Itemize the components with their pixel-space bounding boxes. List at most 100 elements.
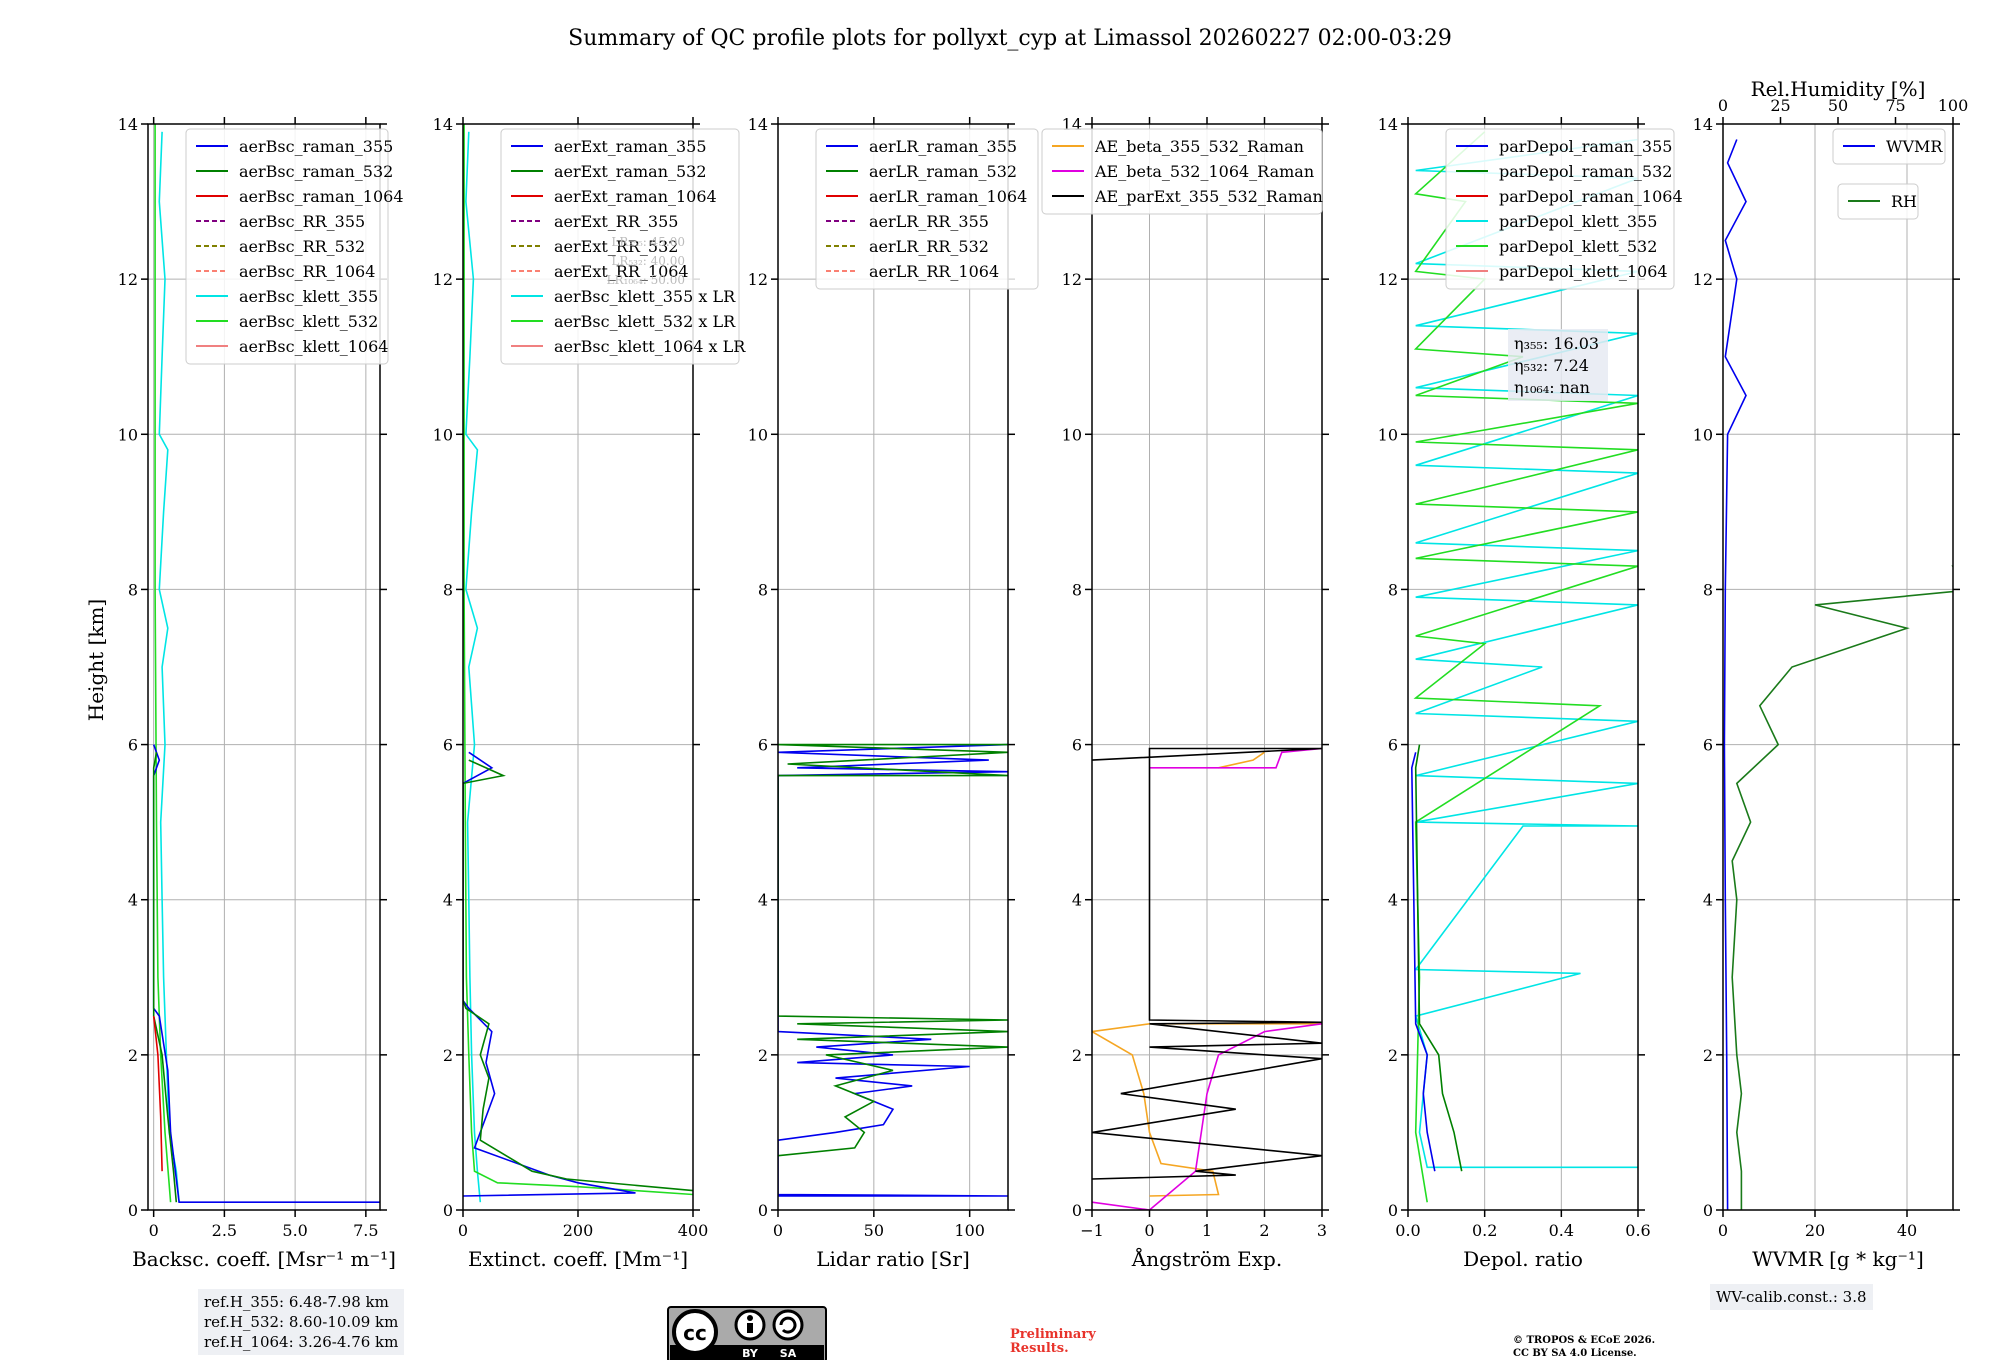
axes-frame <box>147 123 381 1211</box>
legend: AE_beta_355_532_Raman AE_beta_532_1064_Ra… <box>1041 128 1323 215</box>
y-tick-label: 8 <box>1072 580 1082 599</box>
legend-rh: RH <box>1837 183 1919 220</box>
y-tick-label: 4 <box>443 891 453 910</box>
legend-label: aerExt_raman_532 <box>554 162 707 181</box>
y-tick-label: 6 <box>443 736 453 755</box>
legend-label: AE_beta_532_1064_Raman <box>1094 162 1314 181</box>
preliminary-line-2: Results. <box>1010 1341 1069 1356</box>
series-line-aerext-raman-355 <box>463 751 636 1197</box>
series-line-pardepol-raman-355 <box>1410 752 1436 1172</box>
ref-height-532: ref.H_532: 8.60-10.09 km <box>204 1313 399 1331</box>
legend-label: aerLR_RR_1064 <box>869 262 999 281</box>
x-tick-label: 40 <box>1897 1221 1917 1240</box>
legend-label: aerLR_RR_355 <box>869 212 989 231</box>
legend-label: aerBsc_klett_1064 x LR <box>554 337 746 356</box>
legend: aerExt_raman_355 aerExt_raman_532 aerExt_r… <box>500 128 746 365</box>
series-line-rh <box>1731 565 1953 1210</box>
legend-label: aerBsc_klett_355 x LR <box>554 287 736 306</box>
legend-label: aerBsc_klett_355 <box>239 287 378 306</box>
legend: aerBsc_raman_355 aerBsc_raman_532 aerBsc_r… <box>185 128 404 365</box>
legend-label: aerExt_raman_1064 <box>554 187 717 206</box>
panel-1: 0 2 4 6 8 10 12 14 0 2.5 5.0 7.5 Backsc. coeff. [Msr… <box>118 115 404 1271</box>
x-axis-label: Ångström Exp. <box>1131 1246 1282 1271</box>
y-tick-label: 8 <box>758 580 768 599</box>
y-tick-label: 2 <box>758 1046 768 1065</box>
x-tick-label: 2 <box>1259 1221 1269 1240</box>
x-tick-label: 0 <box>149 1221 159 1240</box>
legend-box <box>1445 128 1675 290</box>
legend-label: aerLR_RR_532 <box>869 237 989 256</box>
y-tick-label: 0 <box>1072 1201 1082 1220</box>
x-tick-label: 0.0 <box>1395 1221 1420 1240</box>
figure-title: Summary of QC profile plots for pollyxt_… <box>568 26 1452 51</box>
x-tick-label: 3 <box>1317 1221 1327 1240</box>
y-tick-label: 10 <box>118 425 138 444</box>
cc-sa-text: SA <box>780 1347 797 1360</box>
series-line-aerbsc-klett-532-x-lr <box>463 124 693 1196</box>
legend-label: aerLR_raman_1064 <box>869 187 1027 206</box>
y-tick-label: 12 <box>1062 270 1082 289</box>
x-tick-label: 0 <box>1144 1221 1154 1240</box>
y-tick-label: 14 <box>1693 115 1713 134</box>
y-tick-label: 14 <box>118 115 138 134</box>
axes-frame <box>777 123 1009 1211</box>
y-tick-label: 6 <box>758 736 768 755</box>
axes-frame <box>1722 123 1954 1211</box>
legend-label: RH <box>1891 192 1917 211</box>
y-tick-label: 0 <box>1703 1201 1713 1220</box>
lr-label: LR₅₃₂: 40.00 <box>611 254 685 268</box>
cc-by-text: BY <box>742 1347 759 1360</box>
y-tick-label: 4 <box>1703 891 1713 910</box>
x-tick-label: 1 <box>1202 1221 1212 1240</box>
lr-label: LR₁₀₆₄: 50.00 <box>607 273 685 287</box>
legend-label: aerExt_RR_355 <box>554 212 678 231</box>
lr-label: LR₃₅₅: 45.00 <box>611 235 685 249</box>
y-tick-label: 0 <box>128 1201 138 1220</box>
series-group <box>1092 747 1322 1210</box>
legend: aerLR_raman_355 aerLR_raman_532 aerLR_rama… <box>815 128 1039 290</box>
y-tick-label: 0 <box>1388 1201 1398 1220</box>
legend-label: AE_beta_355_532_Raman <box>1094 137 1304 156</box>
legend: parDepol_raman_355 parDepol_raman_532 parD… <box>1445 128 1683 290</box>
series-line-aerbsc-raman-1064 <box>152 1016 163 1172</box>
eta-label: η₃₅₅: 16.03 <box>1514 334 1599 353</box>
ref-height-box: ref.H_355: 6.48-7.98 km ref.H_532: 8.60-… <box>198 1289 405 1355</box>
y-tick-label: 2 <box>1072 1046 1082 1065</box>
legend-label: aerBsc_klett_1064 <box>239 337 388 356</box>
y-tick-label: 4 <box>758 891 768 910</box>
legend-label: aerExt_RR_532 <box>554 237 678 256</box>
legend-box <box>1832 128 1946 165</box>
y-tick-label: 10 <box>1693 425 1713 444</box>
legend-label: aerExt_raman_355 <box>554 137 707 156</box>
y-tick-label: 6 <box>1388 736 1398 755</box>
series-line-pardepol-klett-355 <box>1414 138 1638 1169</box>
y-tick-label: 4 <box>128 891 138 910</box>
y-tick-label: 4 <box>1388 891 1398 910</box>
series-line-aerbsc-klett-355 <box>158 131 180 1203</box>
eta-box <box>1508 329 1608 401</box>
x-axis-label: Extinct. coeff. [Mm⁻¹] <box>468 1247 688 1271</box>
y-tick-label: 10 <box>1062 425 1082 444</box>
top-x-tick-label: 50 <box>1828 96 1848 115</box>
series-group <box>463 124 693 1203</box>
legend-label: aerLR_raman_532 <box>869 162 1017 181</box>
legend-label: parDepol_raman_532 <box>1499 162 1672 181</box>
series-line-ae-beta-355-532-raman-upper <box>1218 751 1265 769</box>
legend-label: aerExt_RR_1064 <box>554 262 689 281</box>
legend-label: aerBsc_klett_532 x LR <box>554 312 736 331</box>
y-tick-label: 8 <box>128 580 138 599</box>
legend-box <box>500 128 740 365</box>
x-tick-label: 7.5 <box>353 1221 378 1240</box>
x-tick-label: 400 <box>678 1221 709 1240</box>
x-tick-label: 2.5 <box>212 1221 237 1240</box>
wv-calib-box: WV-calib.const.: 3.8 <box>1710 1284 1873 1310</box>
series-line-ae-parext-355-532-raman <box>1092 747 1322 1180</box>
x-tick-label: 5.0 <box>282 1221 307 1240</box>
series-line-pardepol-klett-532 <box>1413 131 1638 1203</box>
y-tick-label: 12 <box>748 270 768 289</box>
x-tick-label: −1 <box>1080 1221 1104 1240</box>
legend-label: parDepol_raman_355 <box>1499 137 1672 156</box>
series-line-ae-beta-355-532-raman <box>1092 1022 1322 1197</box>
panel-5: 0 2 4 6 8 10 12 14 0.0 0.2 0.4 0.6 Depol. ratio parDe… <box>1378 115 1683 1271</box>
legend-label: aerBsc_RR_532 <box>239 237 365 256</box>
